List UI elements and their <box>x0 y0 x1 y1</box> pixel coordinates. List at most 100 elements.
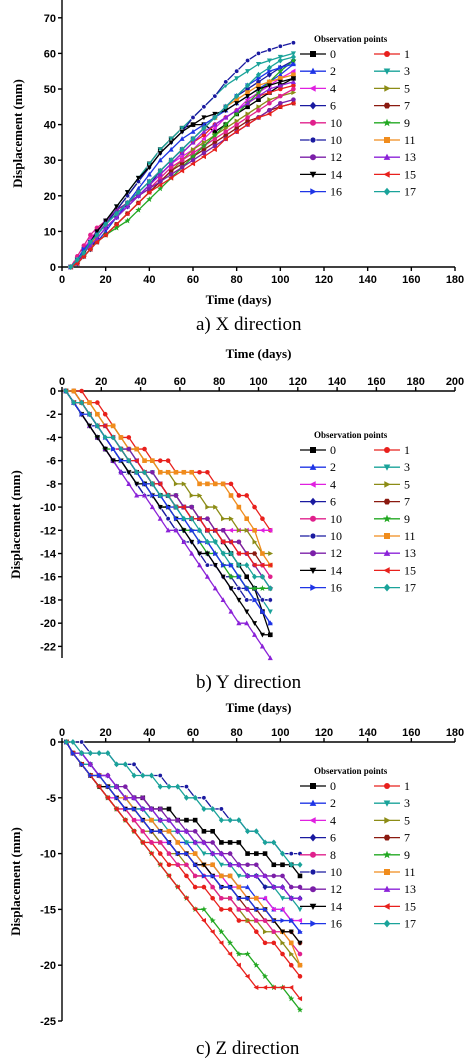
data-point <box>277 54 283 60</box>
legend-label: 15 <box>404 167 416 181</box>
data-point <box>253 828 259 835</box>
data-point <box>245 828 251 835</box>
x-tick-label: 160 <box>367 376 385 388</box>
data-point <box>111 446 116 452</box>
data-point <box>113 221 119 227</box>
legend-label: 2 <box>330 460 336 474</box>
data-point <box>223 79 229 85</box>
data-point <box>86 423 93 429</box>
data-point <box>193 862 198 868</box>
data-point <box>70 739 76 745</box>
data-point <box>289 951 295 957</box>
series-line-12 <box>70 99 294 268</box>
data-point <box>148 772 155 779</box>
legend-marker <box>384 85 391 92</box>
data-point <box>190 157 196 163</box>
data-point <box>147 186 152 191</box>
legend-label: 4 <box>330 81 336 95</box>
data-point <box>201 104 207 110</box>
data-point <box>201 918 206 924</box>
data-point <box>94 231 100 238</box>
y-tick-label: 30 <box>44 155 56 167</box>
data-point <box>220 597 226 603</box>
data-point <box>234 93 240 100</box>
data-point <box>227 573 235 580</box>
data-point <box>223 125 229 131</box>
data-point <box>140 828 146 834</box>
data-point <box>218 850 224 856</box>
legend-label: 11 <box>404 133 416 147</box>
data-point <box>297 940 303 946</box>
data-point <box>166 873 172 879</box>
y-tick-label: -6 <box>46 456 56 468</box>
data-point <box>205 469 210 475</box>
data-point <box>267 100 272 106</box>
data-point <box>201 128 207 134</box>
data-point <box>271 940 277 946</box>
data-point <box>266 111 272 117</box>
data-point <box>113 806 119 812</box>
data-point <box>212 143 218 149</box>
data-point <box>210 840 215 845</box>
data-point <box>212 129 218 135</box>
legend-label: 9 <box>404 116 410 130</box>
data-point <box>268 620 274 626</box>
data-point <box>297 974 303 979</box>
data-point <box>244 597 250 603</box>
data-point <box>74 260 80 266</box>
x-tick-label: 120 <box>315 727 333 739</box>
data-point <box>290 40 297 46</box>
data-point <box>268 550 274 557</box>
x-tick-label: 140 <box>358 274 376 286</box>
data-point <box>255 62 262 67</box>
data-point <box>297 907 303 913</box>
data-point <box>78 739 85 745</box>
data-point <box>289 918 295 924</box>
data-point <box>219 884 225 890</box>
x-axis-label: Time (days) <box>206 292 272 307</box>
y-tick-label: -10 <box>40 502 56 514</box>
data-point <box>134 446 139 452</box>
data-point <box>244 620 250 626</box>
data-point <box>288 984 294 991</box>
x-tick-label: 100 <box>249 376 267 388</box>
legend-marker <box>384 783 390 789</box>
data-point <box>245 69 251 74</box>
data-point <box>220 539 226 545</box>
data-point <box>114 204 120 210</box>
data-point <box>94 229 100 235</box>
legend-label: 7 <box>404 831 410 845</box>
data-point <box>157 167 163 174</box>
data-point <box>297 962 303 968</box>
y-tick-label: -15 <box>40 904 56 916</box>
data-point <box>209 917 216 924</box>
data-point <box>219 840 224 845</box>
data-point <box>223 129 229 135</box>
data-point <box>88 772 94 779</box>
data-point <box>243 550 249 557</box>
data-point <box>165 515 171 522</box>
data-point <box>280 940 286 946</box>
data-point <box>211 132 218 138</box>
legend-label: 4 <box>330 813 336 827</box>
data-point <box>220 550 226 557</box>
legend-label: 10 <box>330 116 342 130</box>
data-point <box>118 458 124 464</box>
data-point <box>135 200 141 206</box>
series-line-2 <box>65 741 301 933</box>
data-point <box>168 172 174 177</box>
data-point <box>97 772 102 779</box>
y-tick-label: 0 <box>50 386 56 398</box>
data-point <box>103 221 109 228</box>
data-point <box>175 828 181 834</box>
data-point <box>279 850 286 857</box>
data-point <box>210 828 215 834</box>
data-point <box>279 906 285 912</box>
data-point <box>245 111 251 117</box>
data-point <box>219 873 224 879</box>
data-point <box>190 146 196 153</box>
plot-area <box>63 738 304 1013</box>
data-point <box>142 481 148 487</box>
